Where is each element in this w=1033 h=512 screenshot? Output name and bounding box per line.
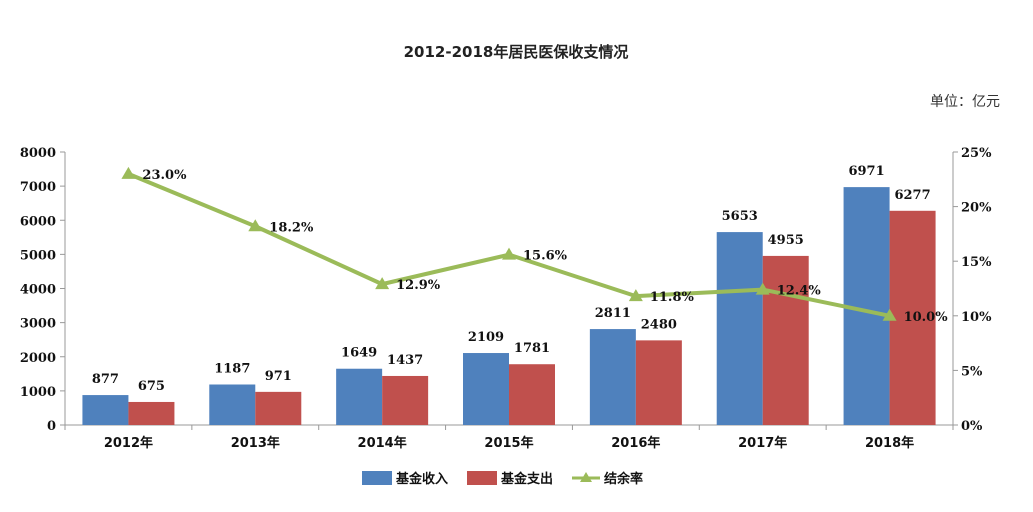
plot-area: 0 1000 2000 3000 4000 5000 6000 7000 8000 0% 5% 10… <box>20 146 992 451</box>
right-tick-label: 20% <box>961 201 992 216</box>
legend-label-income: 基金收入 <box>395 471 448 487</box>
left-tick-label: 2000 <box>20 351 56 366</box>
legend-swatch-income <box>362 471 392 485</box>
legend: 基金收入 基金支出 结余率 <box>362 471 643 487</box>
x-tick-label: 2013年 <box>231 435 280 451</box>
right-tick-label: 25% <box>961 146 992 161</box>
ratio-point <box>882 308 897 321</box>
ratio-data-label: 18.2% <box>269 220 314 235</box>
bar-income <box>82 395 129 425</box>
bar-income <box>716 232 763 425</box>
ratio-point <box>502 247 516 260</box>
bar-expense <box>255 391 302 425</box>
right-tick-label: 10% <box>961 310 992 325</box>
unit-label: 单位：亿元 <box>930 94 1000 110</box>
ratio-point <box>121 166 136 179</box>
ratio-point <box>375 277 390 290</box>
bar-data-label: 5653 <box>722 209 758 224</box>
bar-data-label: 1437 <box>387 353 423 368</box>
x-axis-ticks: 2012年 2013年 2014年 2015年 2016年 2017年 2018年 <box>64 425 954 451</box>
bar-data-label: 2480 <box>641 317 677 332</box>
bar-expense <box>128 401 175 425</box>
ratio-data-label: 12.9% <box>396 278 441 293</box>
ratio-data-label: 10.0% <box>904 310 949 325</box>
bar-expense <box>635 340 682 425</box>
chart-title: 2012-2018年居民医保收支情况 <box>404 43 629 61</box>
bar-data-label: 2811 <box>595 306 631 321</box>
line-series-group <box>121 166 897 321</box>
bar-data-label: 1649 <box>341 346 377 361</box>
right-tick-label: 5% <box>961 364 983 379</box>
bar-expense <box>889 210 936 425</box>
left-tick-label: 8000 <box>20 146 56 161</box>
legend-label-ratio: 结余率 <box>604 471 643 487</box>
bar-expense <box>382 375 429 425</box>
bar-income <box>209 384 256 425</box>
left-axis-ticks: 0 1000 2000 3000 4000 5000 6000 7000 8000 <box>20 146 65 434</box>
bar-data-label: 6277 <box>894 188 930 203</box>
ratio-point <box>248 219 263 232</box>
bar-data-label: 4955 <box>768 233 804 248</box>
ratio-data-label: 15.6% <box>523 249 568 264</box>
left-tick-label: 1000 <box>20 385 56 400</box>
bar-data-label: 2109 <box>468 330 504 345</box>
bar-data-label: 971 <box>265 369 292 384</box>
legend-label-expense: 基金支出 <box>500 471 553 487</box>
bar-income <box>336 368 383 425</box>
x-tick-label: 2014年 <box>358 435 407 451</box>
right-tick-label: 15% <box>961 255 992 270</box>
x-tick-label: 2018年 <box>865 435 914 451</box>
bar-data-label: 1781 <box>514 341 550 356</box>
ratio-point <box>628 289 643 302</box>
x-tick-label: 2017年 <box>738 435 787 451</box>
left-tick-label: 3000 <box>20 317 56 332</box>
legend-marker-triangle <box>580 472 592 482</box>
bars-group <box>82 187 936 425</box>
x-tick-label: 2016年 <box>611 435 660 451</box>
legend-swatch-expense <box>467 471 497 485</box>
ratio-data-label: 23.0% <box>142 168 187 183</box>
bar-income <box>463 353 509 425</box>
data-labels-group: 877 1187 1649 2109 2811 5653 6971 675 971 1437 178… <box>92 164 948 394</box>
ratio-point <box>755 282 770 295</box>
ratio-data-label: 11.8% <box>650 290 695 305</box>
left-tick-label: 4000 <box>20 283 56 298</box>
left-tick-label: 0 <box>47 419 56 434</box>
bar-data-label: 675 <box>138 379 165 394</box>
left-tick-label: 7000 <box>20 180 56 195</box>
left-tick-label: 6000 <box>20 214 56 229</box>
right-tick-label: 0% <box>961 419 983 434</box>
bar-data-label: 877 <box>92 372 119 387</box>
bar-data-label: 6971 <box>848 164 884 179</box>
bar-expense <box>509 364 555 425</box>
right-axis-ticks: 0% 5% 10% 15% 20% 25% <box>953 146 992 434</box>
ratio-data-label: 12.4% <box>777 284 822 299</box>
bar-data-label: 1187 <box>214 361 250 376</box>
bar-expense <box>762 255 809 425</box>
bar-income <box>589 329 636 425</box>
x-tick-label: 2012年 <box>104 435 153 451</box>
x-tick-label: 2015年 <box>484 435 533 451</box>
left-tick-label: 5000 <box>20 248 56 263</box>
